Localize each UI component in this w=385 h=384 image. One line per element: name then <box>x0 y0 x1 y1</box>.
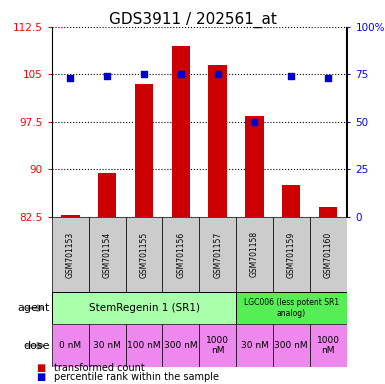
Text: GSM701159: GSM701159 <box>287 231 296 278</box>
Text: StemRegenin 1 (SR1): StemRegenin 1 (SR1) <box>89 303 199 313</box>
Bar <box>98 173 116 217</box>
Bar <box>236 324 273 367</box>
Point <box>214 71 221 78</box>
Bar <box>236 217 273 292</box>
Text: 1000
nM: 1000 nM <box>206 336 229 355</box>
Bar <box>310 324 346 367</box>
Text: percentile rank within the sample: percentile rank within the sample <box>54 372 219 382</box>
Bar <box>199 217 236 292</box>
Bar <box>52 324 89 367</box>
Bar <box>89 217 126 292</box>
Point <box>178 71 184 78</box>
Point <box>67 75 74 81</box>
Text: 300 nM: 300 nM <box>275 341 308 350</box>
Text: 1000
nM: 1000 nM <box>316 336 340 355</box>
Point <box>104 73 110 79</box>
Text: agent: agent <box>18 303 50 313</box>
Bar <box>172 46 190 217</box>
Bar <box>273 324 310 367</box>
Text: LGC006 (less potent SR1
analog): LGC006 (less potent SR1 analog) <box>244 298 339 318</box>
Text: 100 nM: 100 nM <box>127 341 161 350</box>
Bar <box>245 116 264 217</box>
Bar <box>199 324 236 367</box>
Text: ■: ■ <box>37 363 46 373</box>
Text: GSM701155: GSM701155 <box>139 231 149 278</box>
Bar <box>208 65 227 217</box>
Bar <box>162 217 199 292</box>
Point <box>141 71 147 78</box>
Text: GSM701160: GSM701160 <box>323 231 333 278</box>
Text: GSM701154: GSM701154 <box>103 231 112 278</box>
Text: GSM701157: GSM701157 <box>213 231 222 278</box>
Bar <box>126 324 162 367</box>
Text: dose: dose <box>23 341 50 351</box>
Point <box>325 75 331 81</box>
Bar <box>126 217 162 292</box>
Bar <box>282 185 300 217</box>
Bar <box>52 217 89 292</box>
Text: transformed count: transformed count <box>54 363 145 373</box>
Point <box>288 73 295 79</box>
Text: 0 nM: 0 nM <box>59 341 82 350</box>
Text: 300 nM: 300 nM <box>164 341 198 350</box>
Bar <box>89 324 126 367</box>
Bar <box>236 292 346 324</box>
Bar <box>52 292 236 324</box>
Bar <box>319 207 337 217</box>
Text: GSM701158: GSM701158 <box>250 231 259 278</box>
Text: GSM701153: GSM701153 <box>66 231 75 278</box>
Bar <box>162 324 199 367</box>
Bar <box>310 217 346 292</box>
Text: GDS3911 / 202561_at: GDS3911 / 202561_at <box>109 12 276 28</box>
Bar <box>61 215 80 217</box>
Bar <box>135 84 153 217</box>
Text: GSM701156: GSM701156 <box>176 231 185 278</box>
Bar <box>273 217 310 292</box>
Point <box>251 119 258 125</box>
Text: ■: ■ <box>37 372 46 382</box>
Text: 30 nM: 30 nM <box>241 341 268 350</box>
Text: 30 nM: 30 nM <box>93 341 121 350</box>
